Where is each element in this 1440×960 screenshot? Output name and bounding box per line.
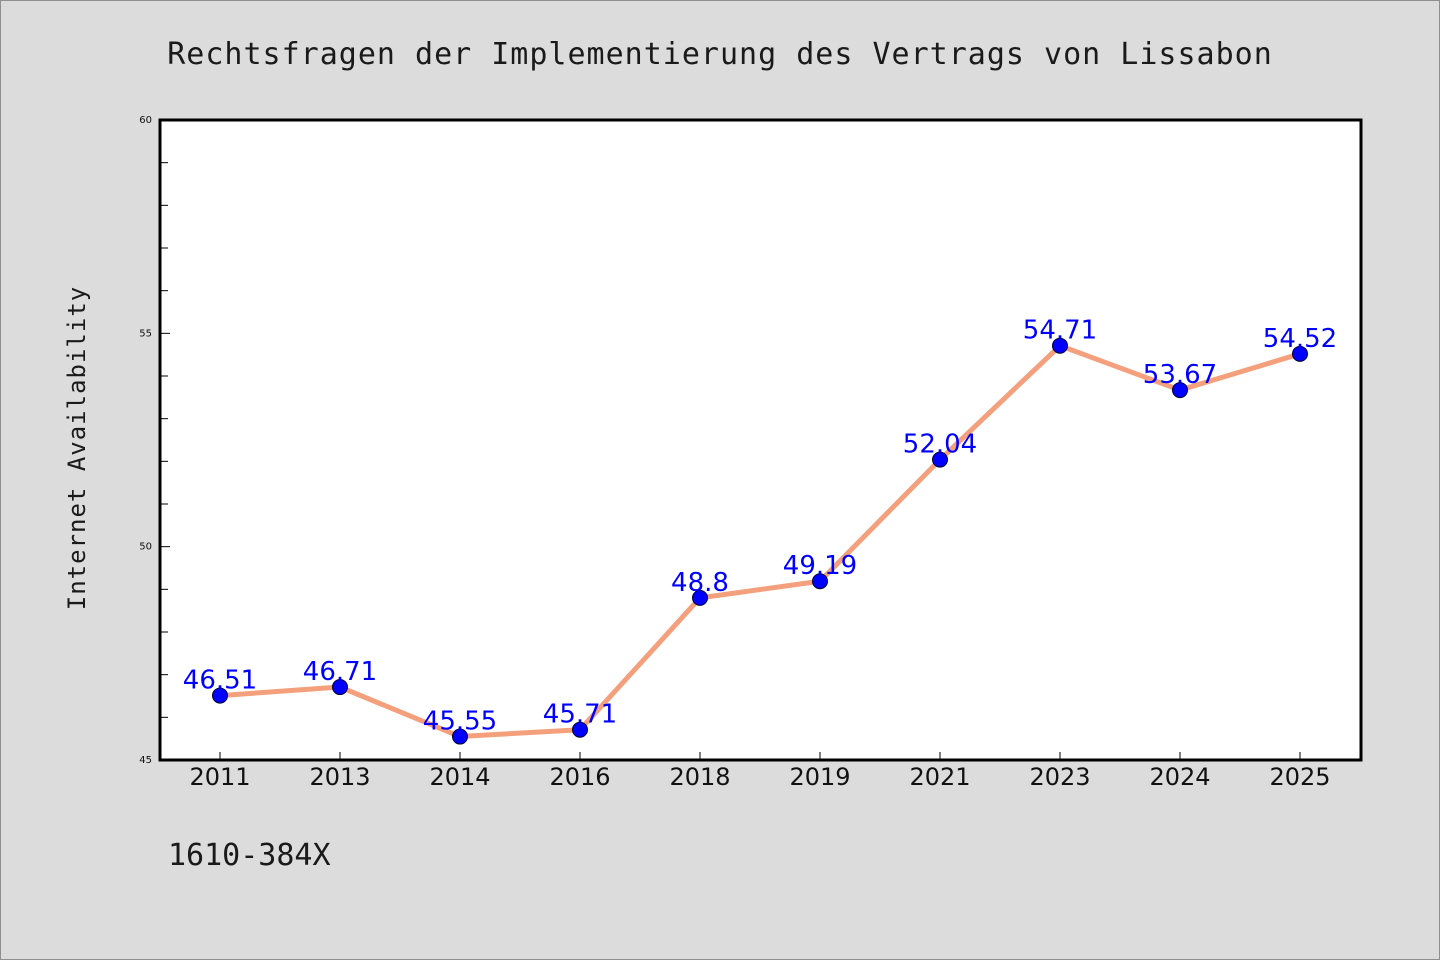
x-tick-label: 2011 <box>189 763 250 791</box>
series-layer <box>217 343 1303 740</box>
data-label: 45.71 <box>543 700 617 730</box>
data-point <box>212 687 228 704</box>
data-label: 54.52 <box>1263 324 1337 354</box>
chart-title: Rechtsfragen der Implementierung des Ver… <box>167 37 1273 72</box>
y-tick-label: 55 <box>139 328 152 339</box>
data-label: 49.19 <box>783 551 857 581</box>
data-label: 46.71 <box>303 657 377 687</box>
x-tick-label: 2021 <box>909 763 970 791</box>
data-label: 48.8 <box>671 568 729 598</box>
y-axis-label: Internet Availability <box>63 286 91 610</box>
marker-layer <box>212 337 1308 745</box>
x-tick-label: 2013 <box>309 763 370 791</box>
y-tick-label: 50 <box>139 542 152 553</box>
series-line <box>217 343 1303 740</box>
x-tick-label: 2019 <box>789 763 850 791</box>
data-label-layer: 46.51 46.71 45.55 45.71 48.8 49.19 52.04 54.71 5… <box>183 316 1337 737</box>
x-tick-label: 2016 <box>549 763 610 791</box>
data-label: 52.04 <box>903 430 977 460</box>
x-tick-label: 2018 <box>669 763 730 791</box>
data-label: 54.71 <box>1023 316 1097 346</box>
plot-area <box>158 118 1363 762</box>
data-point <box>332 679 348 696</box>
data-point <box>452 728 468 745</box>
data-label: 45.55 <box>423 707 497 737</box>
x-tick-label: 2023 <box>1029 763 1090 791</box>
data-point <box>812 573 828 590</box>
y-tick-label: 45 <box>139 755 152 766</box>
y-axis: 45 50 55 60 <box>139 115 170 766</box>
x-tick-label: 2025 <box>1269 763 1330 791</box>
data-point <box>1172 382 1188 399</box>
data-point <box>692 589 708 606</box>
data-point <box>572 721 588 738</box>
footer-identifier: 1610-384X <box>168 838 331 873</box>
x-axis: 2011 2013 2014 2016 2018 2019 2021 2023 2024 2025 <box>189 752 1331 791</box>
x-tick-label: 2024 <box>1149 763 1210 791</box>
data-label: 46.51 <box>183 666 257 696</box>
data-label: 53.67 <box>1143 360 1217 390</box>
data-point <box>1292 345 1308 362</box>
y-tick-label: 60 <box>139 115 152 126</box>
data-point <box>932 451 948 468</box>
data-point <box>1052 337 1068 354</box>
x-tick-label: 2014 <box>429 763 490 791</box>
